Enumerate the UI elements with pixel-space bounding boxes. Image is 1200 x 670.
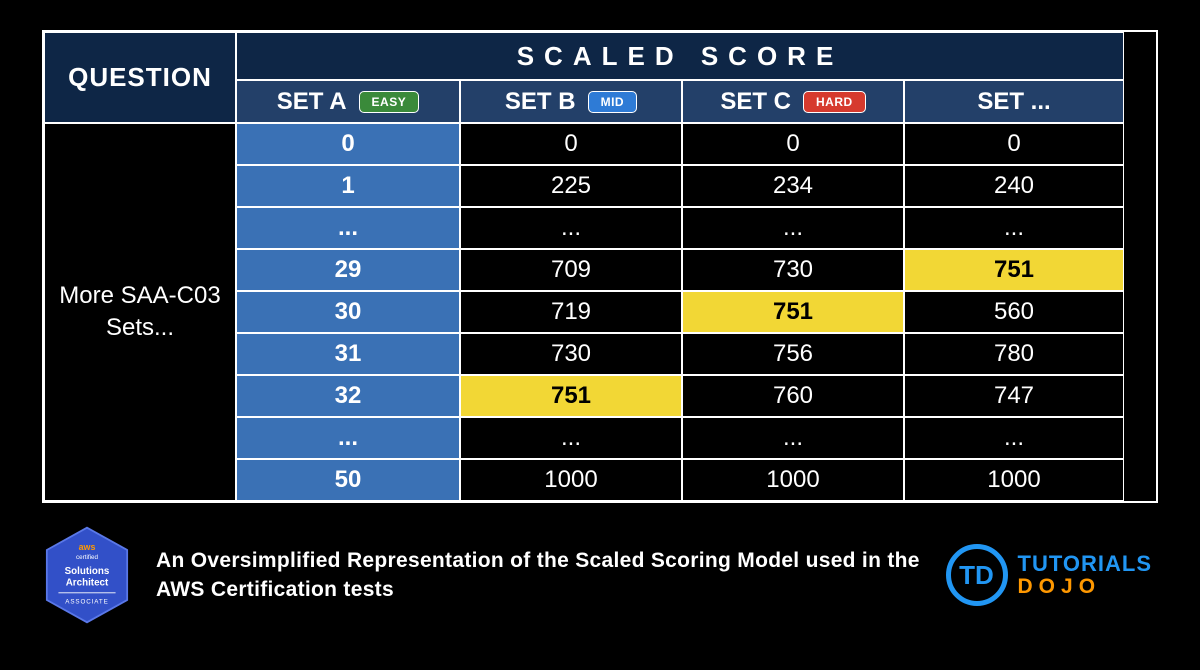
- header-scaled-score: SCALED SCORE: [236, 32, 1124, 80]
- table-cell: ...: [904, 207, 1124, 249]
- table-cell: ...: [460, 417, 682, 459]
- table-cell: 730: [460, 333, 682, 375]
- question-cell: ...: [236, 207, 460, 249]
- table-cell: 730: [682, 249, 904, 291]
- question-cell: ...: [236, 417, 460, 459]
- table-cell: 760: [682, 375, 904, 417]
- set-a-label: SET A: [277, 88, 347, 116]
- tutorials-dojo-logo: TD TUTORIALS DOJO: [946, 544, 1152, 606]
- mid-badge: MID: [588, 91, 638, 113]
- table-cell: 234: [682, 165, 904, 207]
- hard-badge: HARD: [803, 91, 866, 113]
- table-cell: 756: [682, 333, 904, 375]
- table-cell: 240: [904, 165, 1124, 207]
- question-cell: 31: [236, 333, 460, 375]
- table-cell: 1000: [904, 459, 1124, 501]
- table-cell: 747: [904, 375, 1124, 417]
- table-cell: ...: [682, 207, 904, 249]
- td-logo-line2: DOJO: [1018, 576, 1152, 598]
- table-cell: 0: [460, 123, 682, 165]
- svg-text:Architect: Architect: [66, 578, 109, 589]
- set-more-label: SET ...: [977, 88, 1050, 116]
- header-set-a: SET A EASY: [236, 80, 460, 123]
- table-cell-highlighted: 751: [682, 291, 904, 333]
- side-more-sets: More SAA-C03 Sets...: [44, 123, 236, 501]
- set-b-label: SET B: [505, 88, 576, 116]
- question-cell: 30: [236, 291, 460, 333]
- aws-certified-badge-icon: aws certified Solutions Architect ASSOCI…: [42, 525, 132, 625]
- table-cell: 0: [904, 123, 1124, 165]
- svg-text:certified: certified: [76, 554, 98, 561]
- footer-caption: An Oversimplified Representation of the …: [156, 546, 922, 605]
- question-cell: 0: [236, 123, 460, 165]
- td-logo-text: TUTORIALS DOJO: [1018, 552, 1152, 597]
- header-set-b: SET B MID: [460, 80, 682, 123]
- table-cell: 709: [460, 249, 682, 291]
- table-cell: ...: [460, 207, 682, 249]
- table-cell-highlighted: 751: [460, 375, 682, 417]
- table-cell: 225: [460, 165, 682, 207]
- table-cell: 1000: [460, 459, 682, 501]
- header-question: QUESTION: [44, 32, 236, 123]
- table-cell: 0: [682, 123, 904, 165]
- td-logo-line1: TUTORIALS: [1018, 552, 1152, 575]
- question-cell: 32: [236, 375, 460, 417]
- svg-text:aws: aws: [79, 542, 96, 552]
- question-cell: 1: [236, 165, 460, 207]
- table-cell-highlighted: 751: [904, 249, 1124, 291]
- easy-badge: EASY: [359, 91, 420, 113]
- table-cell: 560: [904, 291, 1124, 333]
- table-cell: ...: [904, 417, 1124, 459]
- footer: aws certified Solutions Architect ASSOCI…: [42, 503, 1158, 625]
- header-set-c: SET C HARD: [682, 80, 904, 123]
- table-cell: 780: [904, 333, 1124, 375]
- svg-text:ASSOCIATE: ASSOCIATE: [65, 599, 108, 606]
- question-cell: 29: [236, 249, 460, 291]
- table-cell: ...: [682, 417, 904, 459]
- td-circle-icon: TD: [946, 544, 1008, 606]
- header-set-more: SET ...: [904, 80, 1124, 123]
- question-cell: 50: [236, 459, 460, 501]
- table-cell: 1000: [682, 459, 904, 501]
- svg-text:Solutions: Solutions: [65, 566, 110, 577]
- table-cell: 719: [460, 291, 682, 333]
- set-c-label: SET C: [720, 88, 791, 116]
- scaled-score-table: QUESTION SCALED SCORE SET A EASY SET B M…: [42, 30, 1158, 503]
